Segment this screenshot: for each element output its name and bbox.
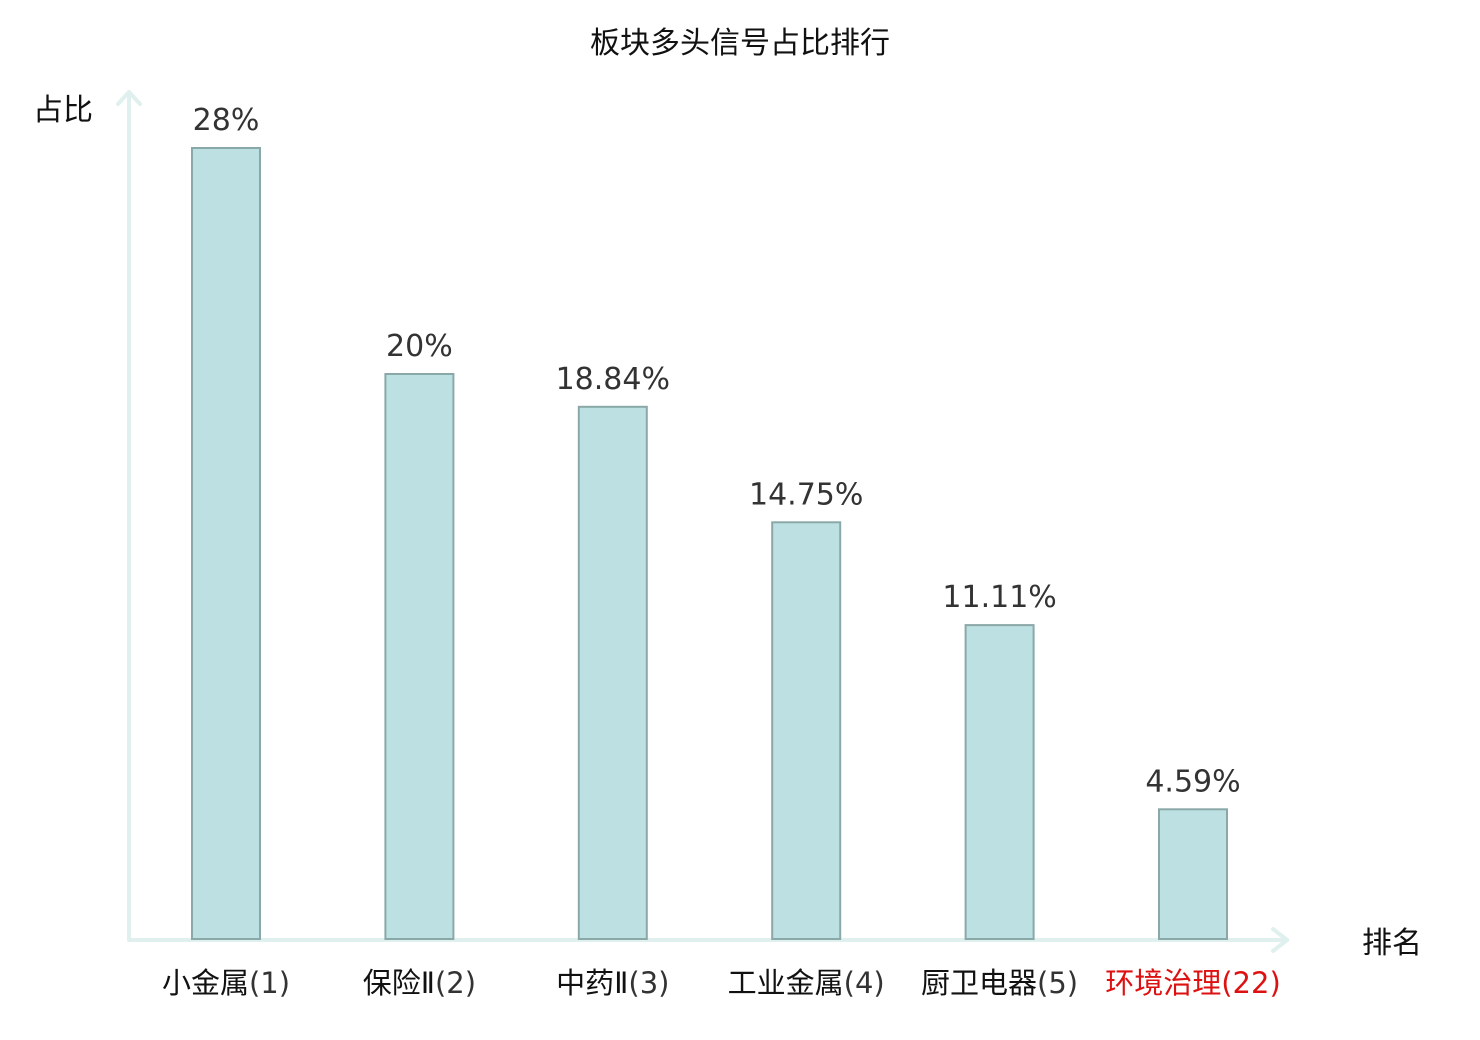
category-name: 小金属	[162, 966, 249, 1000]
category-label-1: 小金属(1)	[162, 966, 290, 1000]
bar-5	[964, 624, 1035, 940]
category-rank: (22)	[1221, 966, 1281, 1000]
value-label-2: 20%	[386, 329, 453, 364]
bar-2	[384, 373, 455, 940]
category-name: 工业金属	[728, 966, 844, 1000]
category-name: 保险Ⅱ	[363, 966, 435, 1000]
category-label-3: 中药Ⅱ(3)	[556, 966, 669, 1000]
category-rank: (4)	[844, 966, 885, 1000]
category-label-6: 环境治理(22)	[1105, 966, 1281, 1000]
chart-title: 板块多头信号占比排行	[590, 26, 890, 61]
bar-1	[191, 147, 261, 940]
bar-3	[577, 405, 648, 940]
value-label-1: 28%	[193, 103, 260, 138]
category-label-4: 工业金属(4)	[728, 966, 885, 1000]
value-label-4: 14.75%	[749, 477, 863, 512]
bars	[191, 147, 1228, 940]
category-labels: 小金属(1) 保险Ⅱ(2) 中药Ⅱ(3) 工业金属(4) 厨卫电器(5) 环境治理(22)	[162, 966, 1281, 1000]
bar-6	[1158, 808, 1228, 940]
category-name: 环境治理	[1105, 966, 1221, 1000]
category-name: 中药Ⅱ	[556, 966, 628, 1000]
y-axis-label: 占比	[33, 93, 93, 128]
value-label-3: 18.84%	[556, 362, 670, 397]
value-label-6: 4.59%	[1145, 764, 1240, 799]
value-labels: 28% 20% 18.84% 14.75% 11.11% 4.59%	[193, 103, 1241, 799]
x-axis-arrow-icon	[1271, 927, 1289, 953]
y-axis-arrow-icon	[116, 90, 142, 106]
category-label-2: 保险Ⅱ(2)	[363, 966, 476, 1000]
category-rank: (1)	[249, 966, 290, 1000]
axes	[116, 90, 1289, 953]
category-name: 厨卫电器	[921, 966, 1037, 1000]
value-label-5: 11.11%	[942, 580, 1056, 615]
x-axis-label: 排名	[1362, 926, 1422, 961]
category-rank: (3)	[628, 966, 669, 1000]
category-label-5: 厨卫电器(5)	[921, 966, 1078, 1000]
bar-4	[771, 521, 842, 940]
category-rank: (2)	[435, 966, 476, 1000]
category-rank: (5)	[1037, 966, 1078, 1000]
